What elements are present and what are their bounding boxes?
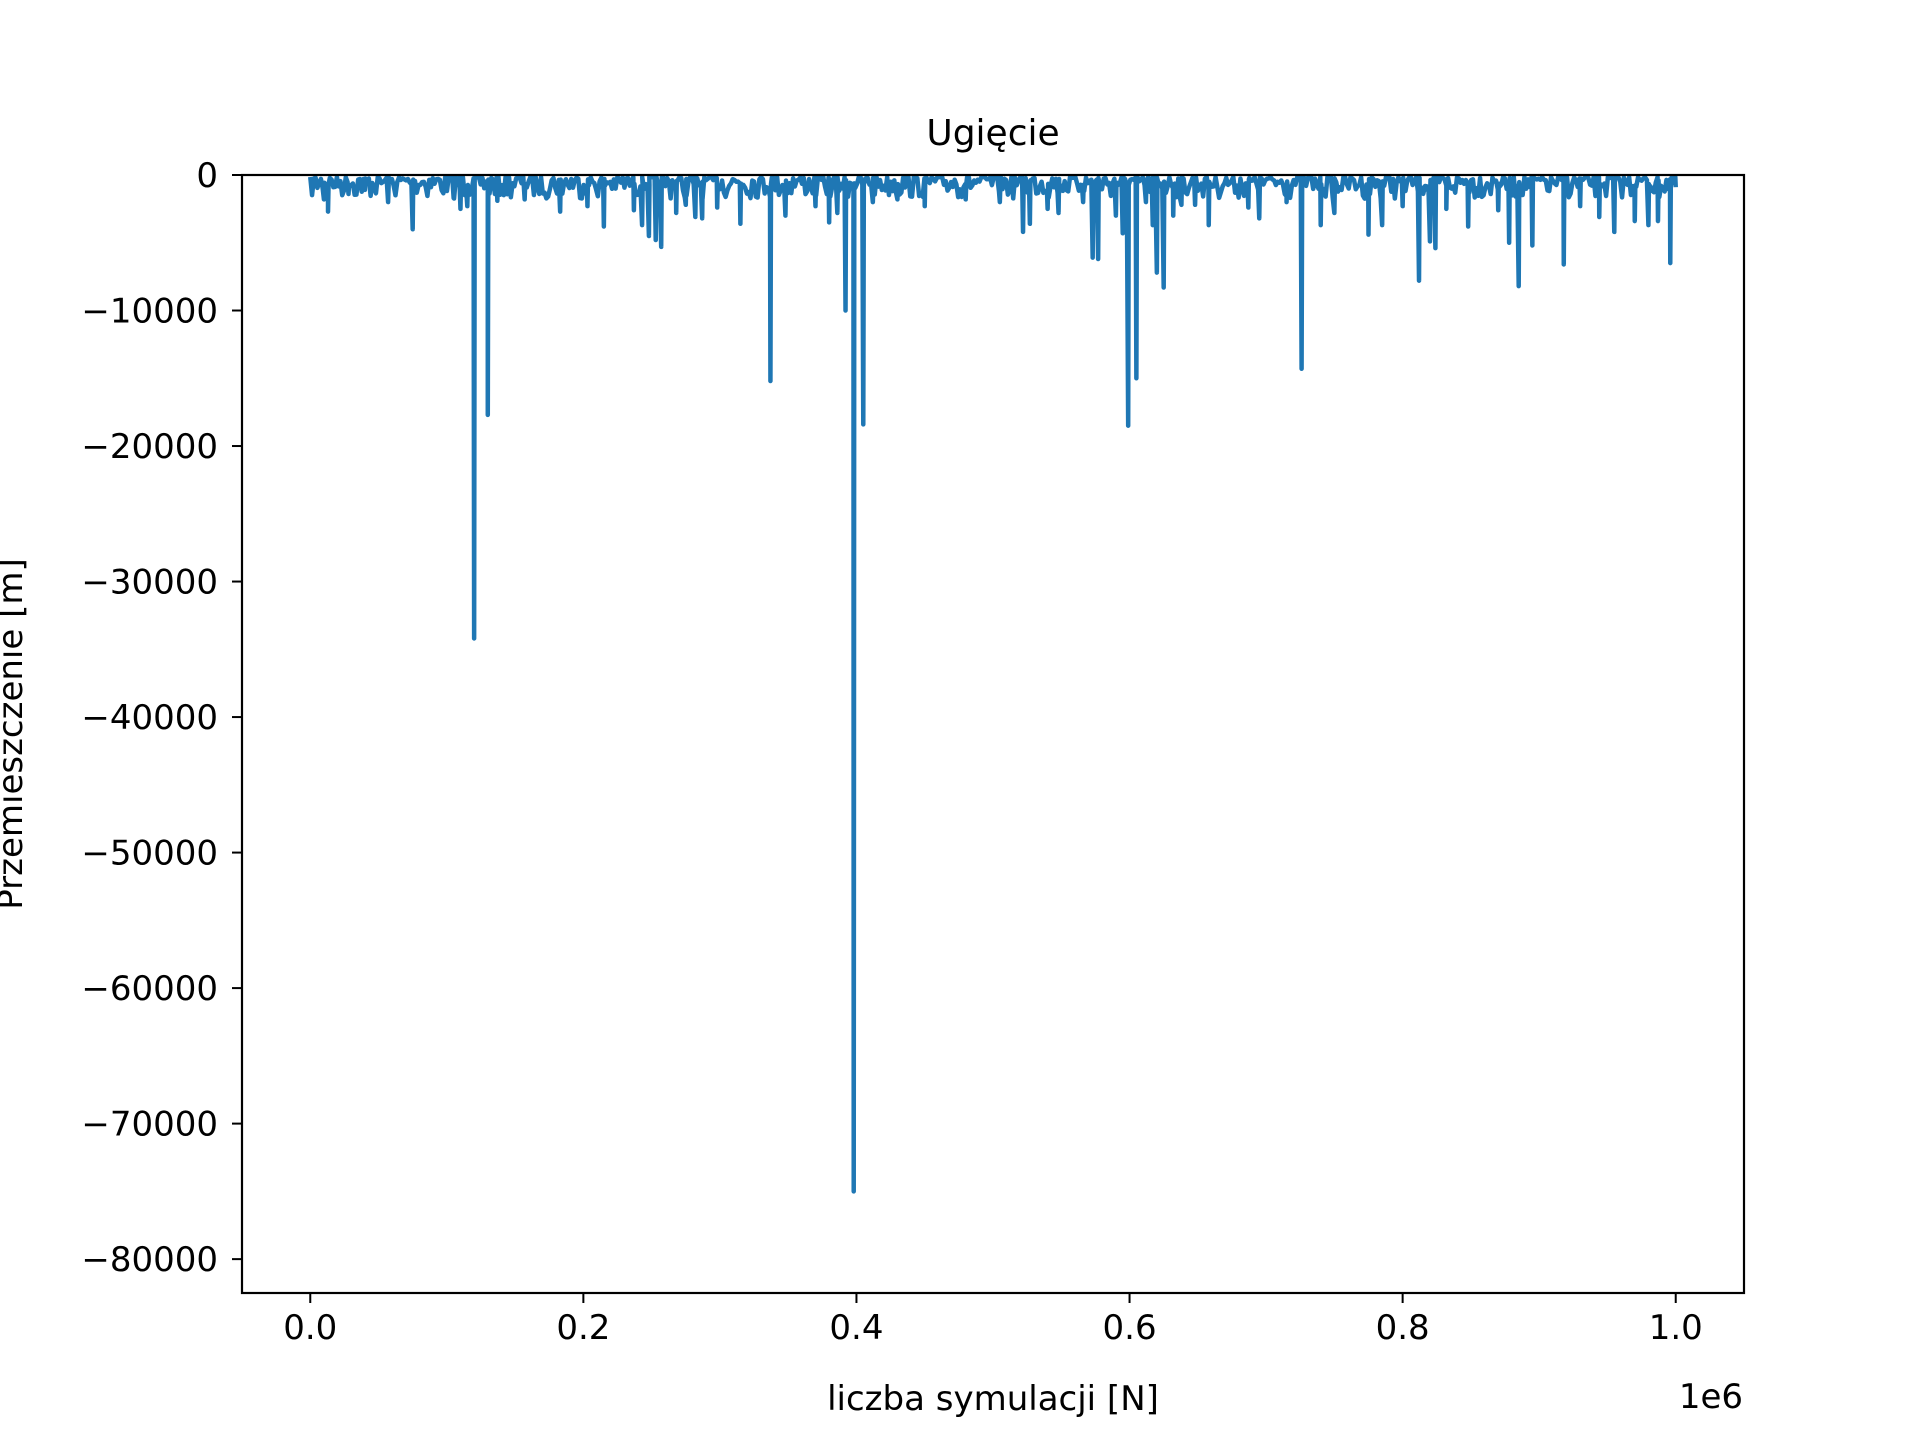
x-axis-ticks: 0.0 0.2 0.4 0.6 0.8 1.0 [283, 1293, 1703, 1348]
series-line [308, 174, 1678, 1194]
x-tick-label: 1.0 [1649, 1308, 1703, 1348]
x-tick-label: 0.6 [1103, 1308, 1157, 1348]
y-tick-label: −50000 [81, 834, 218, 874]
y-tick-label: 0 [196, 156, 218, 196]
plot-frame [240, 173, 1746, 1295]
x-tick-label: 0.8 [1376, 1308, 1430, 1348]
y-axis-label: Przemieszczenie [m] [0, 558, 31, 910]
y-tick-label: −40000 [81, 698, 218, 738]
y-tick-label: −20000 [81, 427, 218, 467]
chart-title: Ugięcie [926, 113, 1059, 154]
x-tick-label: 0.0 [283, 1308, 337, 1348]
x-tick-label: 0.2 [556, 1308, 610, 1348]
x-axis-label: liczba symulacji [N] [827, 1379, 1159, 1419]
y-axis-ticks: 0 −10000 −20000 −30000 −40000 −50000 −60000 −70… [81, 156, 242, 1280]
y-tick-label: −10000 [81, 292, 218, 332]
y-tick-label: −80000 [81, 1240, 218, 1280]
x-axis-offset-label: 1e6 [1679, 1377, 1743, 1417]
y-tick-label: −70000 [81, 1105, 218, 1145]
y-tick-label: −60000 [81, 969, 218, 1009]
y-tick-label: −30000 [81, 563, 218, 603]
series-layer [308, 174, 1678, 1194]
x-tick-label: 0.4 [829, 1308, 883, 1348]
